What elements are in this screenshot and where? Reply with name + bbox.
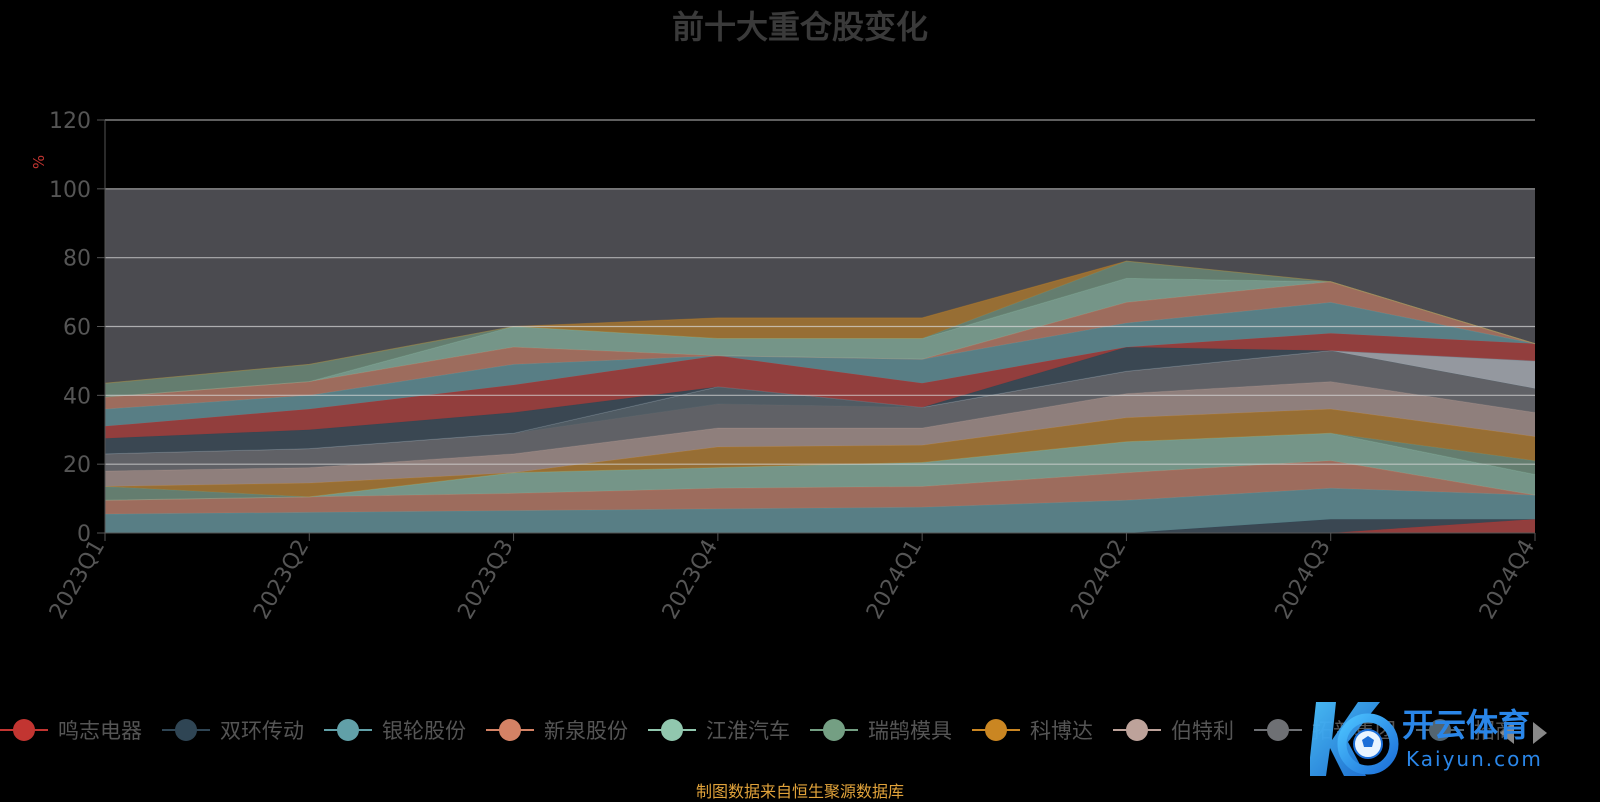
x-tick-label-6: 2024Q3 xyxy=(1271,536,1336,624)
area-series-10 xyxy=(105,350,1535,454)
area-series-16 xyxy=(105,261,1535,398)
line-series-17 xyxy=(104,260,1536,384)
area-series-8 xyxy=(105,350,1535,472)
x-tick-label-1: 2023Q2 xyxy=(249,536,314,624)
y-tick-label-1: 20 xyxy=(63,453,91,478)
legend-label: 双环传动 xyxy=(220,719,304,743)
x-tick-label-7: 2024Q4 xyxy=(1475,536,1540,624)
chart-title: 前十大重仓股变化 xyxy=(671,8,928,46)
x-tick-label-2: 2023Q3 xyxy=(453,536,518,624)
legend-label: 伯特利 xyxy=(1171,719,1234,743)
legend-marker-icon xyxy=(810,718,858,742)
legend-item-3[interactable]: 新泉股份 xyxy=(486,715,628,745)
legend-item-2[interactable]: 银轮股份 xyxy=(324,715,466,745)
legend-item-4[interactable]: 江淮汽车 xyxy=(648,715,790,745)
legend-item-0[interactable]: 鸣志电器 xyxy=(0,715,142,745)
x-tick-label-4: 2024Q1 xyxy=(862,536,927,624)
x-tick-label-5: 2024Q2 xyxy=(1066,536,1131,624)
legend: 鸣志电器双环传动银轮股份新泉股份江淮汽车瑞鹄模具科博达伯特利拓普集团招商 xyxy=(0,710,1536,750)
area-series-2 xyxy=(105,488,1535,533)
legend-pager xyxy=(1500,722,1561,748)
area-series-9 xyxy=(105,350,1535,454)
legend-label: 江淮汽车 xyxy=(706,719,790,743)
legend-next-icon[interactable] xyxy=(1533,722,1548,744)
y-tick-label-2: 40 xyxy=(63,384,91,409)
y-axis-label: % xyxy=(30,155,48,169)
legend-marker-icon xyxy=(324,718,372,742)
legend-prev-icon[interactable] xyxy=(1500,722,1514,744)
y-tick-label-3: 60 xyxy=(63,316,91,341)
area-series-17 xyxy=(105,261,1535,384)
y-tick-label-0: 0 xyxy=(77,522,91,547)
legend-item-1[interactable]: 双环传动 xyxy=(162,715,304,745)
legend-label: 新泉股份 xyxy=(544,719,628,743)
area-series-12 xyxy=(105,333,1535,439)
area-series-6 xyxy=(105,409,1535,497)
x-tick-label-3: 2023Q4 xyxy=(658,536,723,624)
area-series-0 xyxy=(105,519,1535,533)
legend-label: 科博达 xyxy=(1030,719,1093,743)
legend-item-6[interactable]: 科博达 xyxy=(972,715,1093,745)
legend-marker-icon xyxy=(1113,718,1161,742)
watermark-brand-cn: 开云体育 xyxy=(1402,706,1530,744)
area-series-1 xyxy=(105,519,1535,533)
legend-marker-icon xyxy=(1254,718,1302,742)
legend-item-7[interactable]: 伯特利 xyxy=(1113,715,1234,745)
legend-marker-icon xyxy=(1416,718,1464,742)
area-series-3 xyxy=(105,460,1535,515)
area-series-11 xyxy=(105,347,1535,454)
legend-marker-icon xyxy=(0,718,48,742)
y-tick-label-5: 100 xyxy=(49,178,91,203)
legend-label: 鸣志电器 xyxy=(58,719,142,743)
line-series-16 xyxy=(104,260,1536,384)
watermark-logo: 开云体育 Kaiyun.com xyxy=(1310,702,1543,776)
y-tick-label-4: 80 xyxy=(63,247,91,272)
area-series-13 xyxy=(105,302,1535,427)
legend-marker-icon xyxy=(648,718,696,742)
legend-marker-icon xyxy=(162,718,210,742)
legend-marker-icon xyxy=(486,718,534,742)
legend-item-5[interactable]: 瑞鹄模具 xyxy=(810,715,952,745)
area-series-7 xyxy=(105,381,1535,487)
area-series-4 xyxy=(105,433,1535,501)
x-tick-label-0: 2023Q1 xyxy=(45,536,110,624)
watermark-brand-en: Kaiyun.com xyxy=(1406,747,1543,771)
legend-marker-icon xyxy=(972,718,1020,742)
legend-label: 银轮股份 xyxy=(382,719,466,743)
area-series-14 xyxy=(105,281,1535,410)
legend-label: 瑞鹄模具 xyxy=(868,719,952,743)
source-footer: 制图数据来自恒生聚源数据库 xyxy=(695,782,904,801)
y-tick-label-6: 120 xyxy=(49,109,91,134)
